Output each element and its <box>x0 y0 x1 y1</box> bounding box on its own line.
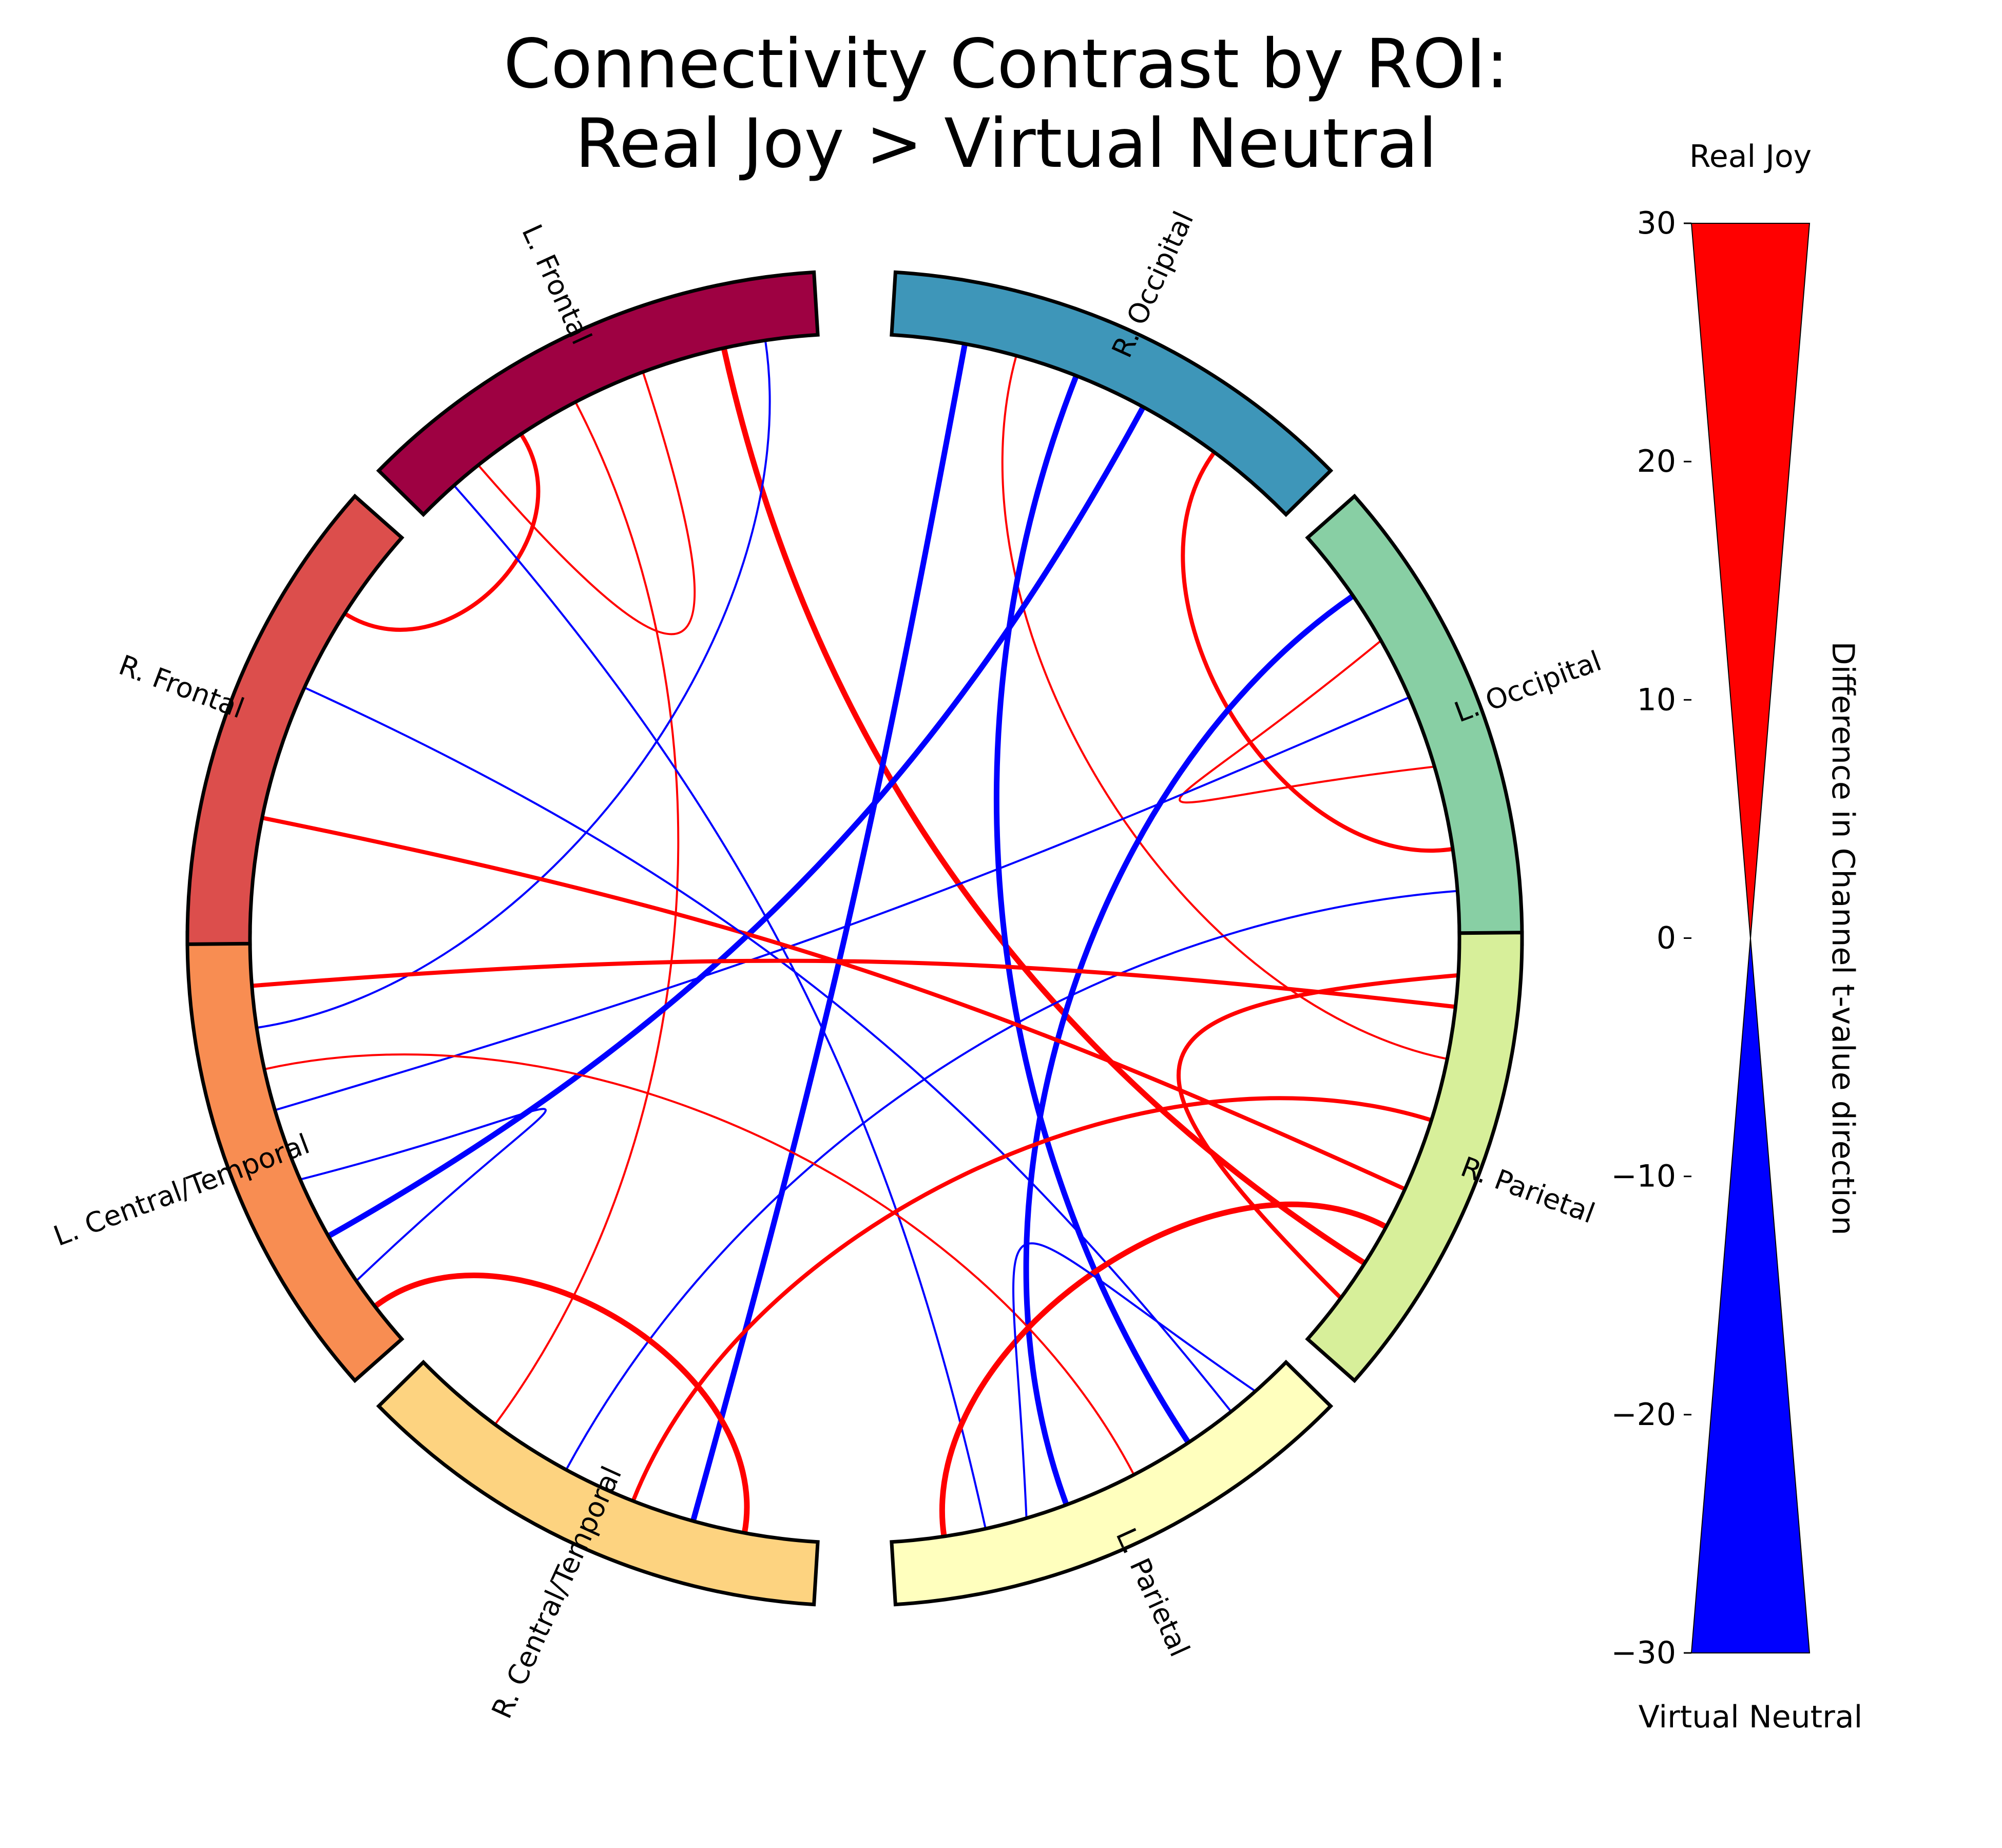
connection-chord-l-occipital-to-l-parietal <box>1023 593 1356 1508</box>
connection-chord-l-frontal-to-l-frontal <box>477 371 696 636</box>
connection-chord-r-frontal-to-r-parietal <box>260 816 1407 1191</box>
connection-chord-l-frontal-to-r-parietal <box>721 345 1368 1266</box>
colorbar: Real Joy Virtual Neutral 30 20 10 0 −10 −20 −3… <box>1611 139 1862 1735</box>
connection-chord-r-occipital-to-r-central-temporal <box>690 341 968 1524</box>
colorbar-tick-label: −10 <box>1611 1159 1676 1195</box>
title-line-2: Real Joy > Virtual Neutral <box>575 104 1437 183</box>
title-line-1: Connectivity Contrast by ROI: <box>504 25 1509 104</box>
connection-chord-r-occipital-to-l-parietal <box>994 373 1191 1446</box>
connection-chord-r-occipital-to-r-parietal <box>1001 354 1449 1060</box>
connection-chord-r-parietal-to-r-parietal <box>1177 973 1460 1300</box>
connection-chord-l-central-temporal-to-l-parietal <box>263 1053 1135 1476</box>
connection-chord-r-occipital-to-l-central-temporal <box>325 404 1146 1239</box>
colorbar-top-label: Real Joy <box>1689 139 1812 175</box>
connection-chord-r-parietal-to-l-parietal <box>939 1201 1389 1539</box>
connection-chord-l-central-temporal-to-r-parietal <box>249 958 1458 1009</box>
colorbar-negative-wedge <box>1690 938 1811 1653</box>
colorbar-positive-wedge <box>1690 223 1811 939</box>
roi-ring <box>185 270 1524 1607</box>
connection-chord-r-occipital-to-l-occipital <box>1181 450 1455 853</box>
colorbar-tick-label: 30 <box>1637 205 1676 241</box>
roi-arc-r-occipital <box>890 270 1334 517</box>
roi-arc-r-central-temporal <box>376 1359 820 1607</box>
connection-chord-l-frontal-to-r-central-temporal <box>494 401 680 1426</box>
roi-arc-l-frontal <box>376 270 820 517</box>
connection-chord-l-parietal-to-l-parietal <box>1012 1242 1257 1519</box>
colorbar-tick-label: −20 <box>1611 1397 1676 1433</box>
roi-arc-r-parietal <box>1305 931 1524 1383</box>
colorbar-tick-label: −30 <box>1611 1635 1676 1671</box>
colorbar-axis-label: Difference in Channel t-value direction <box>1825 641 1861 1235</box>
connection-chord-l-frontal-to-l-central-temporal <box>255 339 771 1029</box>
connection-chords <box>249 339 1460 1539</box>
colorbar-tick-label: 10 <box>1637 682 1676 718</box>
roi-arc-l-parietal <box>890 1359 1334 1607</box>
connection-chord-l-frontal-to-r-frontal <box>342 432 541 632</box>
connection-chord-r-central-temporal-to-r-parietal <box>631 1096 1434 1504</box>
colorbar-tick-label: 0 <box>1657 920 1676 956</box>
connection-chord-l-occipital-to-l-central-temporal <box>274 696 1411 1111</box>
connection-chord-l-central-temporal-to-r-central-temporal <box>372 1273 750 1536</box>
colorbar-bottom-label: Virtual Neutral <box>1639 1699 1863 1735</box>
colorbar-ticks: 30 20 10 0 −10 −20 −30 <box>1611 205 1691 1671</box>
connection-chord-l-central-temporal-to-l-central-temporal <box>299 1108 547 1282</box>
connection-chord-l-occipital-to-l-occipital <box>1179 639 1436 804</box>
colorbar-tick-label: 20 <box>1637 444 1676 479</box>
connection-chord-l-occipital-to-r-central-temporal <box>565 890 1459 1471</box>
roi-arc-r-frontal <box>185 493 405 946</box>
connection-chord-l-frontal-to-l-parietal <box>453 484 987 1530</box>
